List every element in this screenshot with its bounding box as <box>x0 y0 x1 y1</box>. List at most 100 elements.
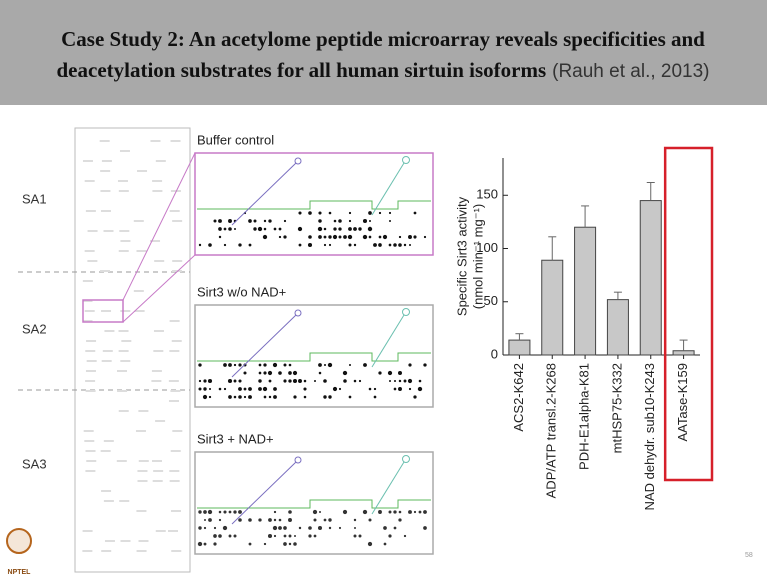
spot-faint <box>88 230 98 232</box>
spot <box>333 235 337 239</box>
spot <box>394 388 397 391</box>
spot <box>354 519 356 521</box>
spot-faint <box>119 350 129 352</box>
spot <box>378 510 382 514</box>
spot <box>263 363 266 366</box>
spot <box>294 535 296 537</box>
panel <box>195 452 433 554</box>
spot <box>354 380 357 383</box>
spot-faint <box>169 380 179 382</box>
spot-faint <box>170 210 180 212</box>
spot <box>203 395 207 399</box>
spot-faint <box>152 180 162 182</box>
section-label: SA1 <box>22 191 47 206</box>
spot <box>354 535 357 538</box>
spot-faint <box>83 280 93 282</box>
spot <box>363 363 367 367</box>
spot <box>304 380 307 383</box>
spot <box>274 228 277 231</box>
spot <box>228 379 232 383</box>
spot-faint <box>100 190 110 192</box>
spot <box>268 219 271 222</box>
spot <box>339 236 342 239</box>
spot <box>408 235 412 239</box>
spot-faint <box>83 160 93 162</box>
spot-faint <box>154 260 164 262</box>
spot <box>213 542 216 545</box>
spot-faint <box>171 510 181 512</box>
zoom-line <box>123 255 195 322</box>
spot <box>203 510 207 514</box>
spot-faint <box>170 390 180 392</box>
spot <box>389 212 391 214</box>
spot-faint <box>121 340 131 342</box>
spot <box>348 227 352 231</box>
spot <box>338 227 341 230</box>
zoom-line <box>123 153 195 300</box>
spot <box>213 219 216 222</box>
spot <box>358 227 361 230</box>
spot-faint <box>117 370 127 372</box>
spot-faint <box>155 420 165 422</box>
spot-faint <box>152 190 162 192</box>
spot <box>198 363 201 366</box>
spot-faint <box>102 160 112 162</box>
spot-faint <box>169 400 179 402</box>
spot <box>234 364 236 366</box>
spot-faint <box>170 320 180 322</box>
spot <box>283 235 286 238</box>
spot <box>248 219 252 223</box>
spot <box>399 236 401 238</box>
logo-text: NPTEL <box>8 569 32 576</box>
spot <box>329 527 331 529</box>
spot <box>313 518 316 521</box>
spot <box>328 235 331 238</box>
spot <box>288 379 291 382</box>
spot <box>368 518 371 521</box>
spot-faint <box>169 470 179 472</box>
spot <box>343 371 347 375</box>
spot-faint <box>104 330 114 332</box>
spot <box>203 387 206 390</box>
spot-faint <box>138 480 148 482</box>
spot <box>333 227 336 230</box>
spot-faint <box>101 210 111 212</box>
spot <box>324 364 326 366</box>
spot-faint <box>104 500 114 502</box>
spot <box>274 519 276 521</box>
spot-faint <box>117 460 127 462</box>
spot <box>234 228 236 230</box>
x-tick-label: PDH-E1alpha-K81 <box>577 363 592 470</box>
spot <box>389 380 391 382</box>
spot <box>318 211 321 214</box>
y-tick-label: 150 <box>476 187 498 202</box>
spot <box>219 511 222 514</box>
spot <box>238 518 242 522</box>
spot-faint <box>84 430 94 432</box>
title-continuation: deacetylation substrates for all human s… <box>57 58 547 82</box>
spot-faint <box>103 350 113 352</box>
spot <box>238 379 241 382</box>
spot-faint <box>119 190 129 192</box>
spot-faint <box>117 390 127 392</box>
spot <box>393 510 396 513</box>
spot <box>299 244 302 247</box>
spot-faint <box>82 550 92 552</box>
spot <box>423 363 426 366</box>
spot <box>204 543 207 546</box>
header-band <box>0 0 767 105</box>
spot-faint <box>86 450 96 452</box>
spot <box>279 519 282 522</box>
spot <box>318 227 322 231</box>
spot <box>268 518 272 522</box>
title-line-1: Case Study 2: An acetylome peptide micro… <box>61 27 705 51</box>
spot-faint <box>105 540 115 542</box>
spot-faint <box>172 430 182 432</box>
spot-faint <box>156 160 166 162</box>
spot <box>204 527 206 529</box>
spot <box>254 220 257 223</box>
spot <box>408 379 412 383</box>
spot <box>413 395 416 398</box>
spot <box>388 534 391 537</box>
spot <box>313 510 317 514</box>
